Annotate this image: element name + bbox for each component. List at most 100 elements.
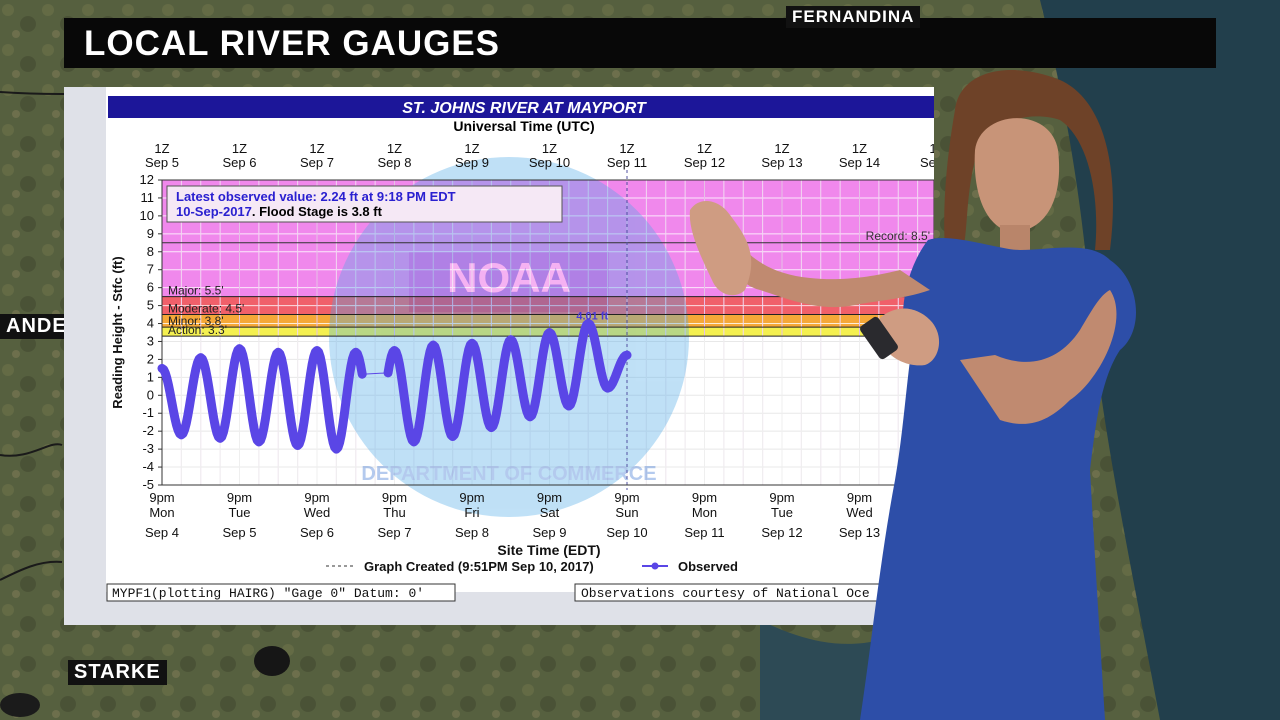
top-tick-date: Sep 1 [920,155,934,170]
latest-line2: 10-Sep-2017. Flood Stage is 3.8 ft [176,204,383,219]
threshold-label-major: Major: 5.5' [168,284,224,298]
bottom-tick-day: Tue [771,505,793,520]
series-gap-connector [362,372,389,375]
y-tick-label: -1 [142,405,154,420]
top-tick-date: Sep 9 [455,155,489,170]
bottom-tick-date: Sep 4 [145,525,179,540]
top-tick-hour: 1Z [852,141,867,156]
bottom-tick-date: Sep 10 [606,525,647,540]
top-tick-hour: 1Z [774,141,789,156]
top-tick-date: Sep 6 [223,155,257,170]
top-tick-hour: 1Z [929,141,934,156]
top-tick-date: Sep 8 [378,155,412,170]
top-tick-hour: 1Z [542,141,557,156]
top-tick-hour: 1Z [464,141,479,156]
bottom-tick-date: Sep 5 [223,525,257,540]
y-tick-label: 10 [140,208,154,223]
y-tick-label: -2 [142,423,154,438]
title-bar [108,96,934,118]
top-tick-date: Sep 14 [839,155,880,170]
y-axis-label: Reading Height - Stfc (ft) [110,256,125,408]
bottom-tick-date: Sep 6 [300,525,334,540]
bottom-tick-time: 9pm [769,490,794,505]
y-tick-label: 4 [147,316,154,331]
threshold-label-minor: Minor: 3.8' [168,314,224,328]
peak-label: 4.01 ft [576,310,608,322]
top-tick-hour: 1Z [232,141,247,156]
hydrograph-card: ST. JOHNS RIVER AT MAYPORT Universal Time… [64,87,934,625]
y-tick-label: 8 [147,244,154,259]
y-tick-label: 6 [147,280,154,295]
latest-flood-stage: . Flood Stage is 3.8 ft [252,204,383,219]
bottom-tick-time: 9pm [304,490,329,505]
title-banner: LOCAL RIVER GAUGES [64,18,1216,68]
bottom-tick-day: Wed [846,505,873,520]
bottom-tick-day: Thu [383,505,405,520]
bottom-tick-time: 9pm [459,490,484,505]
watermark-org-text: DEPARTMENT OF COMMERCE [361,463,656,485]
bottom-tick-date: Sep 12 [761,525,802,540]
threshold-label-action: Action: 3.3' [168,323,227,337]
y-tick-label: 2 [147,351,154,366]
top-axis-label: Universal Time (UTC) [453,118,594,134]
bottom-tick-day: Mon [692,505,717,520]
y-tick-label: 9 [147,226,154,241]
bottom-tick-date: Sep 13 [839,525,880,540]
top-tick-date: Sep 13 [761,155,802,170]
watermark-logo-text: NOAA [447,254,571,301]
bottom-tick-time: 9pm [847,490,872,505]
threshold-label-moderate: Moderate: 4.5' [168,302,244,316]
y-tick-label: -3 [142,441,154,456]
y-tick-label: -4 [142,459,154,474]
footer-right-box [574,583,934,602]
map-label-south: STARKE [68,660,167,685]
footer-right-text: Observations courtesy of National Oce [581,586,870,601]
bottom-tick-date: Sep 7 [378,525,412,540]
y-tick-label: 0 [147,387,154,402]
series-observed-line [383,318,632,447]
y-tick-label: 12 [140,172,154,187]
bottom-tick-time: 9pm [614,490,639,505]
y-tick-label: 7 [147,262,154,277]
bottom-tick-date: Sep 9 [533,525,567,540]
legend-created-text: Graph Created (9:51PM Sep 10, 2017) [364,559,594,574]
latest-date: 10-Sep-2017 [176,204,252,219]
bottom-tick-time: 9pm [537,490,562,505]
y-tick-label: 11 [141,190,155,205]
bottom-tick-day: Fri [464,505,479,520]
top-tick-date: Sep 7 [300,155,334,170]
banner-title: LOCAL RIVER GAUGES [84,24,501,63]
bottom-tick-day: Sat [540,505,560,520]
chart-title: ST. JOHNS RIVER AT MAYPORT [402,100,647,117]
top-tick-hour: 1Z [697,141,712,156]
y-tick-label: 3 [147,333,154,348]
record-label: Record: 8.5' [866,229,930,243]
bottom-tick-day: Sun [615,505,638,520]
top-tick-date: Sep 5 [145,155,179,170]
bottom-tick-time: 9pm [149,490,174,505]
legend-observed-marker [651,562,659,570]
series-observed-line [157,344,367,454]
map-label-north: FERNANDINA [786,6,921,28]
y-tick-label: 1 [147,369,154,384]
top-tick-hour: 1Z [309,141,324,156]
top-tick-date: Sep 11 [607,155,647,170]
bottom-tick-day: Wed [304,505,331,520]
bottom-tick-time: 9pm [382,490,407,505]
top-tick-hour: 1Z [154,141,169,156]
bottom-tick-day: Tue [229,505,251,520]
latest-line1: Latest observed value: 2.24 ft at 9:18 P… [176,189,456,204]
latest-box [166,185,563,223]
bottom-tick-date: Sep 8 [455,525,489,540]
top-tick-date: Sep 12 [684,155,725,170]
plot-border [161,179,934,486]
top-tick-hour: 1Z [619,141,634,156]
bottom-tick-time: 9pm [692,490,717,505]
top-tick-date: Sep 10 [529,155,570,170]
bottom-tick-time: 9pm [227,490,252,505]
footer-left-text: MYPF1(plotting HAIRG) "Gage 0" Datum: 0' [112,586,424,601]
legend-observed-text: Observed [678,559,738,574]
y-tick-label: -5 [142,477,154,492]
